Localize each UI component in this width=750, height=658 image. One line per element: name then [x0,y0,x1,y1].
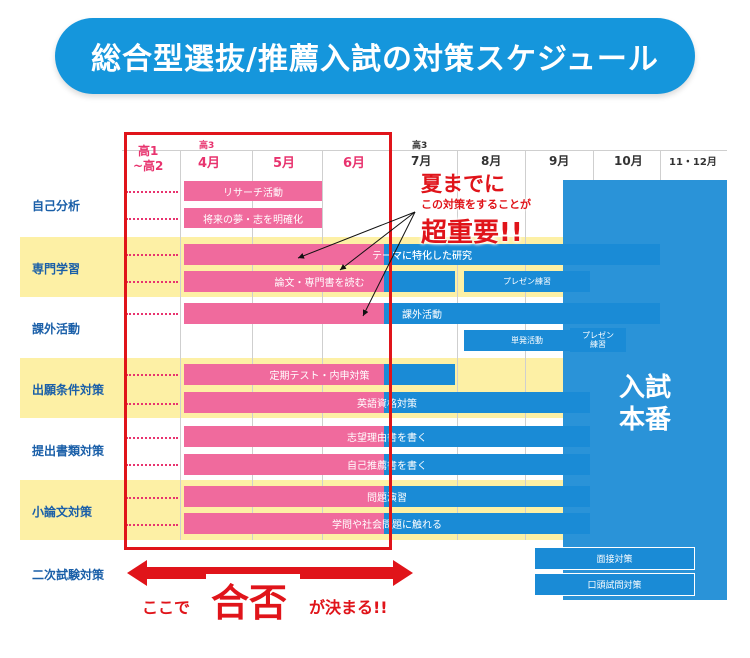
row-label-shutsugan: 出願条件対策 [32,383,105,397]
bar-teiki-pink [184,364,384,385]
page-title: 総合型選抜/推薦入試の対策スケジュール [55,18,695,94]
bar-read-label: 論文・専門書を読む [274,278,365,289]
bottom-caption-pre: ここで [142,598,191,617]
bar-dream: 将来の夢・志を明確化 [184,208,322,228]
header-kou3-gray: 高3 [412,141,428,151]
dotted-line [126,403,178,405]
month-7: 7月 [411,154,432,168]
callout-line3: 超重要!! [421,218,523,248]
bar-presen1: プレゼン練習 [464,271,590,292]
month-6: 6月 [343,156,366,171]
month-8: 8月 [481,154,502,168]
dotted-line [126,281,178,283]
bar-kagai-label: 課外活動 [402,310,442,321]
bar-jikosuisen-pink [184,454,384,475]
row-label-senmon: 専門学習 [32,262,81,276]
bar-koutou: 口頭試問対策 [534,573,695,596]
grid-line [180,150,181,540]
row-label-teishutsu: 提出書類対策 [32,444,105,458]
bar-mondai-pink [184,486,384,507]
dotted-line [126,191,178,193]
dotted-line [126,254,178,256]
dotted-line [126,437,178,439]
header-kou3: 高3 [199,141,215,151]
dotted-line [126,313,178,315]
bar-presen2-line1: プレゼン [582,331,614,340]
arrow-to-kagai [362,211,416,317]
month-9: 9月 [549,154,570,168]
bar-shibou-pink [184,426,384,447]
bar-theme-pink [184,244,384,265]
row-label-kagai: 課外活動 [32,322,81,336]
bar-research: リサーチ活動 [184,181,322,201]
bar-presen2-line2: 練習 [590,340,606,349]
row-label-jiko: 自己分析 [32,199,81,213]
exam-label: 入試 本番 [563,372,727,436]
arrow-to-theme [297,211,416,259]
bar-eigo-label: 英語資格対策 [357,399,417,410]
bar-tanpatsu: 単発活動 [464,330,590,351]
bottom-caption-big-bg [206,574,300,616]
bar-theme-label: テーマに特化した研究 [372,251,472,262]
grid-line [457,150,458,540]
bar-mondai-label: 問題演習 [367,493,407,504]
bar-eigo-pink [184,392,384,413]
callout-line1: 夏までに [421,172,505,196]
bar-teiki-label: 定期テスト・内申対策 [269,371,370,382]
month-5: 5月 [273,156,296,171]
dotted-line [126,524,178,526]
callout-line2: この対策をすることが [421,198,531,211]
dotted-line [126,374,178,376]
month-10: 10月 [614,154,643,168]
bar-jikosuisen-label: 自己推薦書を書く [347,461,427,472]
dotted-line [126,464,178,466]
arrow-to-read [339,211,416,271]
grid-line [252,150,253,540]
header-divider [122,150,727,151]
bottom-caption-post: が決まる!! [309,598,388,617]
bar-gakumon-pink [184,513,384,534]
grid-line [322,150,323,540]
bar-read-pink [184,271,384,292]
bar-gakumon-label: 学問や社会問題に触れる [332,520,442,531]
exam-label-line2: 本番 [618,405,671,435]
bottom-caption-big: 合否 [211,581,288,625]
bar-kagai-pink [184,303,384,324]
double-arrow-icon [127,560,413,586]
bar-presen2: プレゼン 練習 [570,328,626,352]
month-4: 4月 [198,156,221,171]
bar-mensetsu: 面接対策 [534,547,695,570]
row-label-niji: 二次試験対策 [32,568,105,582]
dotted-line [126,218,178,220]
header-kou2: ~高2 [133,159,164,173]
header-kou1: 高1 [138,144,159,158]
bar-shibou-label: 志望理由書を書く [347,433,427,444]
month-11-12: 11・12月 [669,157,717,168]
summer-highlight-frame [124,132,392,550]
row-label-shoronbun: 小論文対策 [32,505,93,519]
dotted-line [126,497,178,499]
exam-label-line1: 入試 [618,373,671,403]
